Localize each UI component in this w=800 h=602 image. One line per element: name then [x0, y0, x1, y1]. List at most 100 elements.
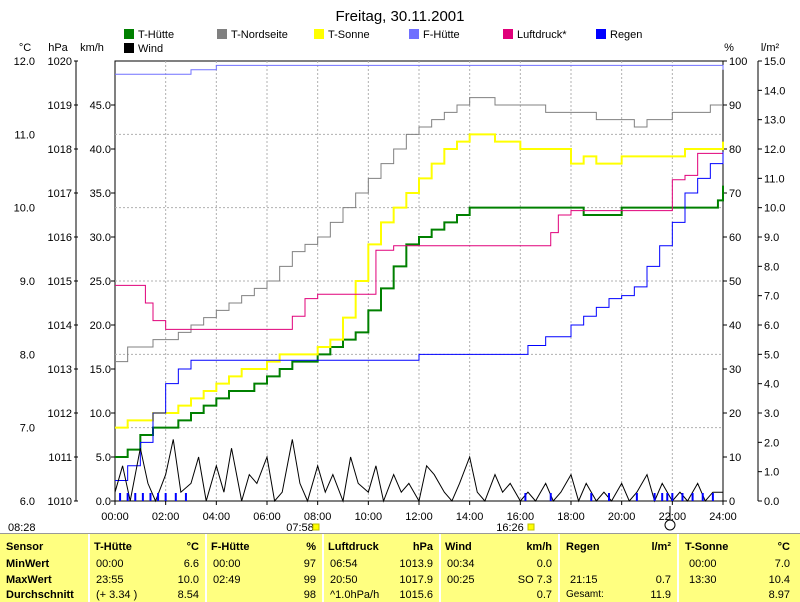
stats-time: 00:00: [213, 558, 241, 570]
stats-unit: km/h: [526, 541, 552, 553]
stats-value: SO 7.3: [517, 574, 552, 586]
rain-tick-label: 0.0: [764, 496, 779, 508]
x-tick-label: 04:00: [203, 511, 231, 523]
stats-luftdruck: Luftdruck hPa 06:54 1013.9 20:50 1017.9 …: [324, 534, 439, 602]
rain-tick-label: 15.0: [764, 56, 785, 68]
humidity-tick-label: 40: [729, 320, 741, 332]
pressure-tick-label: 1018: [48, 144, 72, 156]
sunset-label: 16:26: [496, 522, 524, 533]
legend-swatch: [314, 29, 324, 39]
stats-value: 6.6: [183, 558, 199, 570]
humidity-tick-label: 0: [729, 496, 735, 508]
wind-tick-label: 35.0: [90, 188, 111, 200]
pressure-tick-label: 1017: [48, 188, 72, 200]
stats-unit: %: [306, 541, 316, 553]
stats-time: 13:30: [689, 574, 717, 586]
stats-time: 06:54: [330, 558, 358, 570]
wind-tick-label: 40.0: [90, 144, 111, 156]
humidity-tick-label: 70: [729, 188, 741, 200]
x-tick-label: 06:00: [253, 511, 281, 523]
wind-tick-label: 25.0: [90, 276, 111, 288]
stats-time: Gesamt:: [566, 589, 604, 600]
pressure-tick-label: 1020: [48, 56, 72, 68]
x-tick-label: 10:00: [355, 511, 383, 523]
humidity-tick-label: 50: [729, 276, 741, 288]
rain-tick-label: 5.0: [764, 349, 779, 361]
stats-time: 20:50: [330, 574, 358, 586]
legend-swatch: [124, 43, 134, 53]
rain-tick-label: 4.0: [764, 379, 779, 391]
wind-tick-label: 15.0: [90, 364, 111, 376]
x-tick-label: 18:00: [557, 511, 585, 523]
stats-unit: hPa: [412, 541, 433, 553]
chart-title: Freitag, 30.11.2001: [336, 8, 465, 25]
time-marker-left: 08:28: [8, 522, 36, 533]
stats-t-huette: T-Hütte °C 00:00 6.6 23:55 10.0 (+ 3.34 …: [90, 534, 205, 602]
temp-tick-label: 11.0: [14, 129, 35, 141]
x-tick-label: 20:00: [608, 511, 636, 523]
stats-value: 0.7: [655, 574, 671, 586]
stats-title: T-Hütte: [94, 541, 132, 553]
rain-tick-label: 9.0: [764, 232, 779, 244]
legend-swatch: [409, 29, 419, 39]
divider: [88, 534, 90, 602]
stats-value: 98: [303, 589, 316, 601]
divider: [439, 534, 441, 602]
divider: [677, 534, 679, 602]
humidity-tick-label: 10: [729, 452, 741, 464]
divider: [322, 534, 324, 602]
stats-unit: °C: [777, 541, 790, 553]
x-tick-label: 12:00: [405, 511, 433, 523]
stats-value: 1013.9: [399, 558, 433, 570]
stats-title: Regen: [566, 541, 600, 553]
legend-label: T-Nordseite: [231, 29, 288, 41]
pressure-tick-label: 1012: [48, 408, 72, 420]
row-label-min: MinWert: [6, 558, 50, 570]
stats-value: 1015.6: [399, 589, 433, 601]
temp-tick-label: 12.0: [14, 56, 35, 68]
stats-value: 0.0: [536, 558, 552, 570]
stats-title: T-Sonne: [685, 541, 729, 553]
divider: [558, 534, 560, 602]
humidity-tick-label: 100: [729, 56, 747, 68]
stats-time: 00:00: [96, 558, 124, 570]
sunset-marker: [527, 523, 535, 531]
stats-t-sonne: T-Sonne °C 00:00 7.0 13:30 10.4 8.97: [679, 534, 800, 602]
pressure-tick-label: 1010: [48, 496, 72, 508]
row-label-max: MaxWert: [6, 574, 52, 586]
rain-tick-label: 11.0: [764, 173, 785, 185]
stats-value: 8.54: [177, 589, 199, 601]
humidity-tick-label: 80: [729, 144, 741, 156]
rain-tick-label: 12.0: [764, 144, 785, 156]
series-line: [114, 439, 723, 503]
series-line: [115, 133, 724, 429]
stats-value: 8.97: [768, 589, 790, 601]
x-tick-label: 02:00: [152, 511, 180, 523]
temp-tick-label: 6.0: [20, 496, 35, 508]
unit-label-pressure: hPa: [48, 42, 68, 54]
x-tick-label: 22:00: [659, 511, 687, 523]
x-tick-label: 16:00: [507, 511, 535, 523]
weather-chart: Freitag, 30.11.2001 00:00 02:00 04:00 06:00 0…: [8, 8, 785, 533]
legend-label: Regen: [610, 29, 642, 41]
moon-icon: [664, 519, 676, 531]
sunrise-marker: [312, 523, 320, 531]
legend-label: Luftdruck*: [517, 29, 567, 41]
stats-time: (+ 3.34 ): [96, 589, 138, 601]
temp-tick-label: 8.0: [20, 349, 35, 361]
stats-title: Wind: [445, 541, 472, 553]
rain-tick-label: 14.0: [764, 85, 785, 97]
stats-time: 00:25: [447, 574, 475, 586]
legend-swatch: [503, 29, 513, 39]
wind-tick-label: 0.0: [96, 496, 111, 508]
sensor-header: Sensor: [6, 541, 44, 553]
humidity-tick-label: 20: [729, 408, 741, 420]
wind-tick-label: 30.0: [90, 232, 111, 244]
legend-label: Wind: [138, 43, 163, 55]
stats-time: 23:55: [96, 574, 124, 586]
sensor-column: Sensor MinWert MaxWert Durchschnitt: [0, 534, 88, 602]
stats-unit: l/m²: [651, 541, 671, 553]
wind-tick-label: 5.0: [96, 452, 111, 464]
series-line: [115, 185, 724, 458]
stats-time: 21:15: [570, 574, 598, 586]
